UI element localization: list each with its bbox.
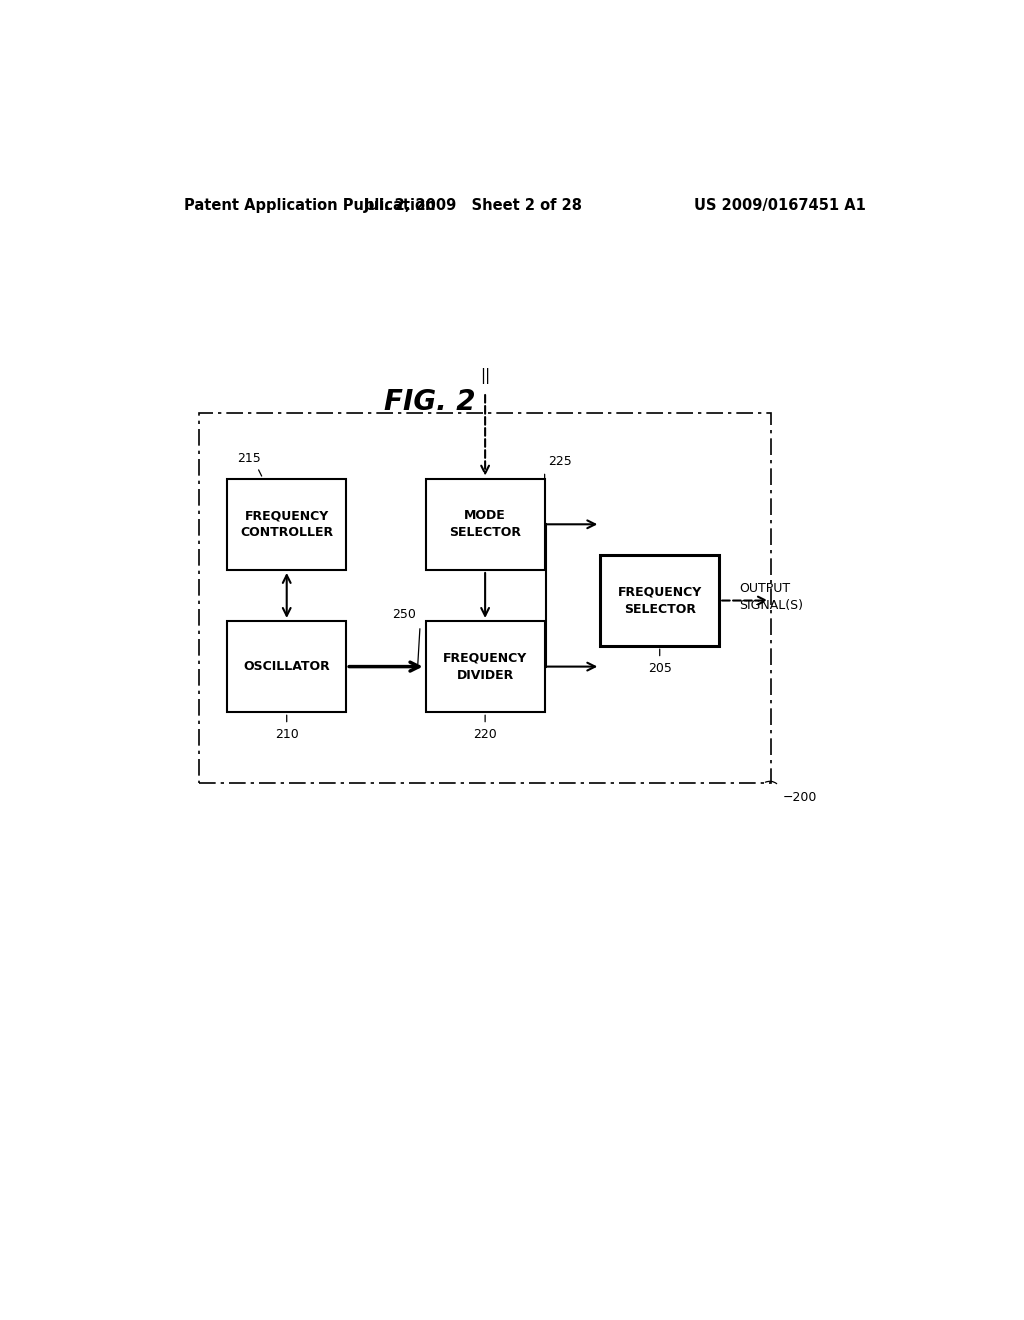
Bar (426, 620, 545, 713)
Bar (426, 479, 545, 570)
Text: 250: 250 (392, 609, 416, 620)
Text: FREQUENCY
DIVIDER: FREQUENCY DIVIDER (443, 652, 527, 681)
Text: MODE
SELECTOR: MODE SELECTOR (450, 510, 521, 540)
Text: 220: 220 (473, 727, 497, 741)
Text: OUTPUT
SIGNAL(S): OUTPUT SIGNAL(S) (739, 582, 803, 612)
Text: Jul. 2, 2009   Sheet 2 of 28: Jul. 2, 2009 Sheet 2 of 28 (364, 198, 583, 213)
Text: OSCILLATOR: OSCILLATOR (244, 660, 330, 673)
Text: US 2009/0167451 A1: US 2009/0167451 A1 (694, 198, 866, 213)
Bar (227, 479, 346, 570)
Text: FREQUENCY
CONTROLLER: FREQUENCY CONTROLLER (241, 510, 333, 540)
Text: Patent Application Publication: Patent Application Publication (183, 198, 435, 213)
Text: ||: || (480, 368, 490, 384)
Text: FREQUENCY
SELECTOR: FREQUENCY SELECTOR (617, 586, 701, 615)
Text: −200: −200 (782, 791, 817, 804)
Text: 210: 210 (274, 727, 299, 741)
Text: 215: 215 (238, 453, 261, 466)
Text: 225: 225 (549, 455, 572, 469)
Text: 205: 205 (648, 661, 672, 675)
Bar (227, 620, 346, 713)
Bar (600, 554, 719, 647)
Bar (200, 413, 771, 784)
Text: FIG. 2: FIG. 2 (384, 388, 475, 416)
